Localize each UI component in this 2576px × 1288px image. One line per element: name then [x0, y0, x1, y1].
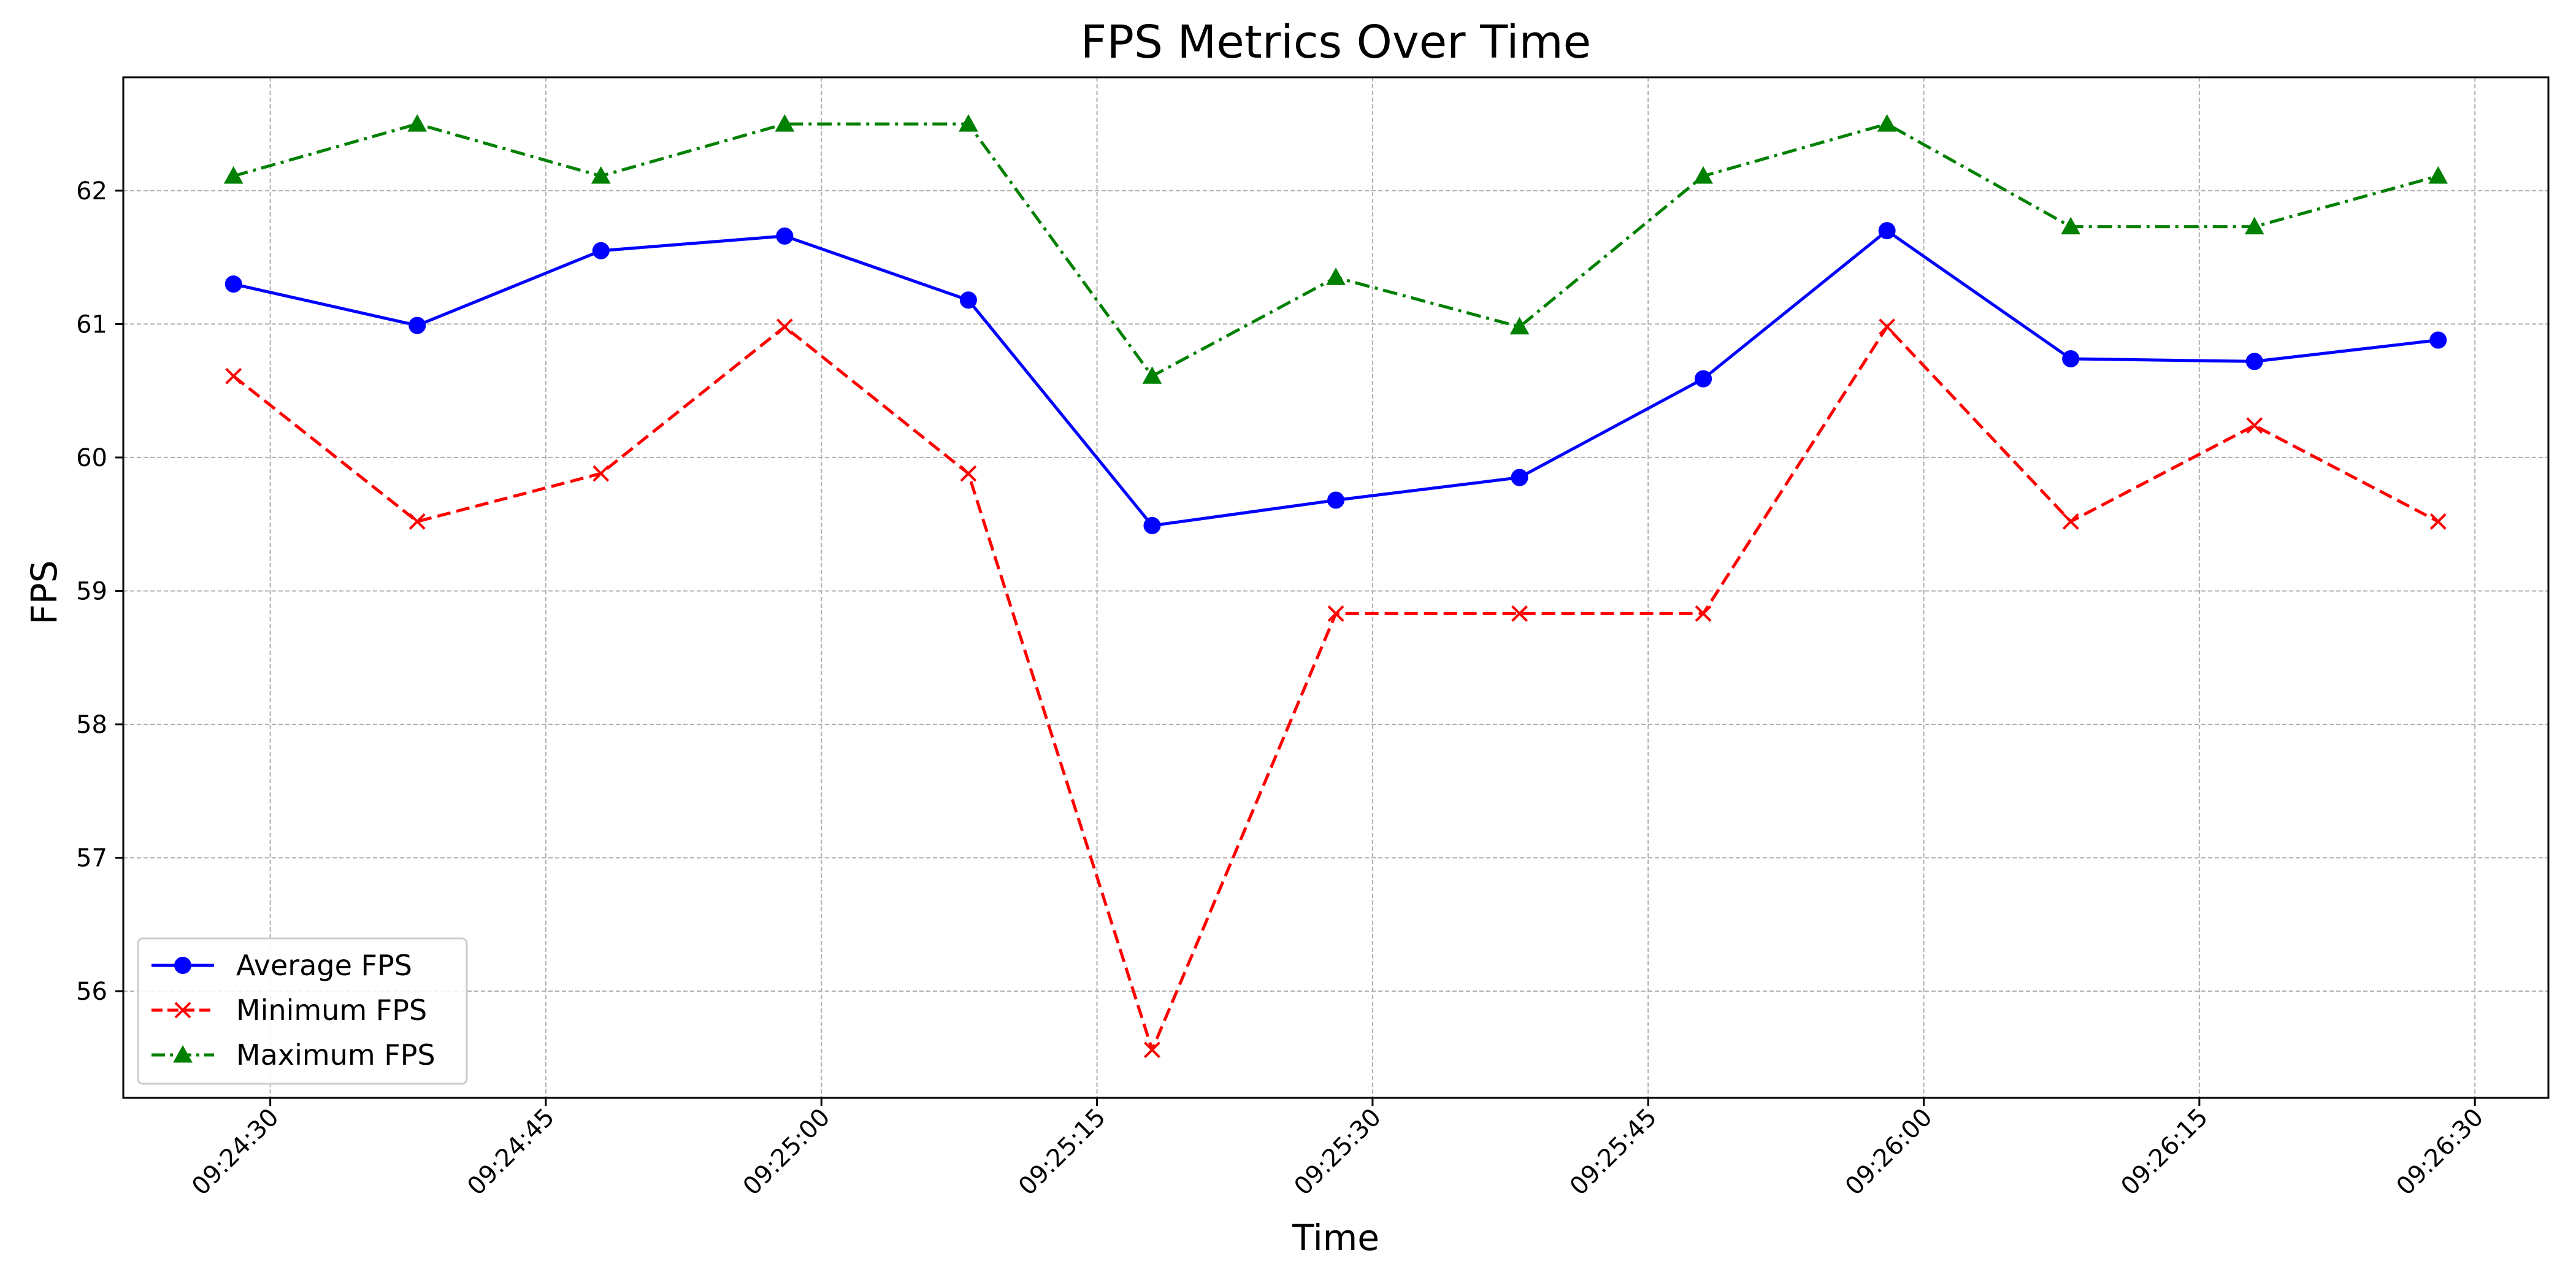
data-point [2245, 353, 2263, 370]
data-point [1327, 605, 1344, 622]
data-point [1878, 222, 1896, 240]
legend-marker [173, 1045, 193, 1063]
data-point [2244, 217, 2264, 235]
data-point [2428, 166, 2448, 184]
y-tick-label: 59 [76, 577, 107, 605]
data-point [1144, 1041, 1160, 1059]
data-point [2429, 331, 2447, 349]
data-point [224, 275, 242, 293]
data-point [1511, 469, 1528, 486]
data-point [1509, 316, 1530, 335]
series-minimum-fps [225, 318, 2447, 1059]
data-point [960, 465, 977, 482]
chart-title: FPS Metrics Over Time [1081, 16, 1591, 69]
data-point [591, 166, 611, 184]
data-point [1695, 605, 1712, 622]
data-point [592, 242, 610, 259]
legend-marker [174, 1002, 191, 1019]
y-axis: 56 57 58 59 60 61 62 [76, 177, 123, 1006]
data-point [775, 114, 795, 132]
grid-lines [123, 77, 2548, 1098]
data-point [1142, 366, 1162, 384]
legend-label: Maximum FPS [236, 1038, 435, 1071]
y-axis-label: FPS [23, 560, 65, 624]
legend-label: Minimum FPS [236, 994, 427, 1027]
data-point [776, 227, 794, 245]
series-layer [223, 114, 2448, 1059]
y-tick-label: 60 [76, 444, 107, 472]
series-average-fps [224, 222, 2447, 534]
y-tick-label: 57 [76, 844, 107, 872]
legend-marker [174, 957, 191, 974]
plot-frame [122, 76, 2550, 1099]
data-point [408, 316, 426, 334]
data-point [2429, 513, 2447, 530]
data-point [592, 465, 610, 482]
legend-box [137, 937, 468, 1085]
y-tick-label: 56 [76, 978, 107, 1006]
data-point [2246, 417, 2263, 434]
data-point [959, 114, 978, 132]
data-point [959, 291, 977, 309]
data-point [1327, 491, 1344, 509]
legend: Average FPS Minimum FPS Maximum FPS [137, 937, 468, 1085]
data-point [1693, 166, 1713, 184]
y-tick-label: 61 [76, 310, 107, 339]
data-point [408, 513, 426, 530]
data-point [225, 367, 242, 385]
data-point [1695, 370, 1712, 388]
data-point [2062, 513, 2079, 530]
data-point [2062, 350, 2080, 367]
data-point [407, 114, 427, 132]
data-point [1879, 318, 1896, 335]
data-point [1511, 605, 1528, 622]
data-point [1326, 267, 1346, 285]
data-point [1143, 516, 1161, 534]
y-tick-label: 58 [76, 711, 107, 739]
y-tick-label: 62 [76, 177, 107, 205]
data-point [223, 166, 243, 184]
series-maximum-fps [223, 114, 2448, 384]
x-axis-label: Time [1292, 1217, 1379, 1259]
data-point [776, 318, 793, 335]
data-point [2061, 217, 2081, 235]
data-point [1877, 114, 1897, 132]
legend-label: Average FPS [236, 949, 412, 982]
